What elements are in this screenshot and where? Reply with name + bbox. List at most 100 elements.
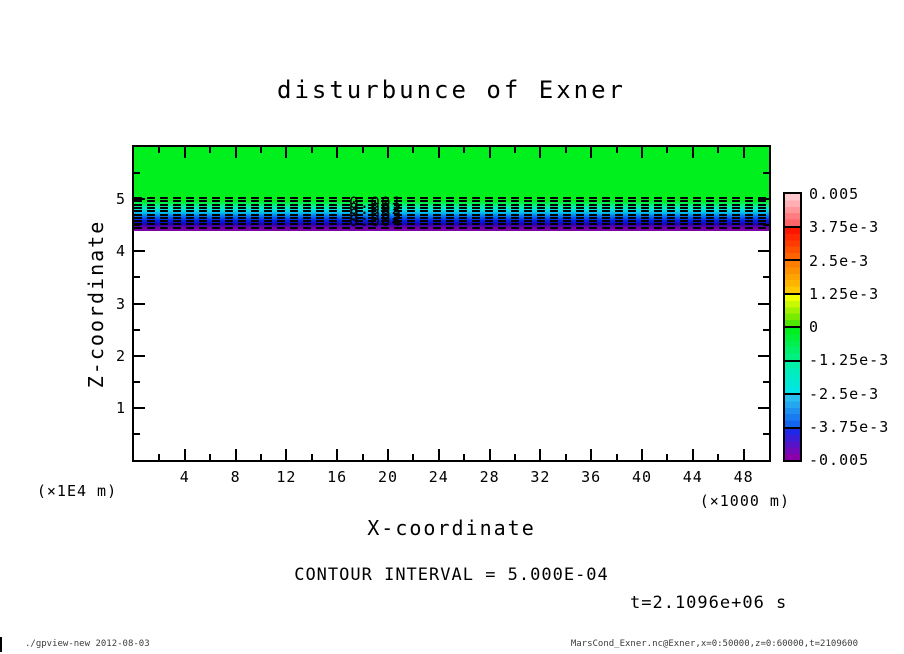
left-axis-tick <box>134 250 145 253</box>
top-axis-tick <box>183 147 186 158</box>
bottom-axis-tick <box>412 454 415 460</box>
top-axis-tick <box>717 147 720 153</box>
x-tick-label: 32 <box>530 468 551 486</box>
top-axis-tick <box>488 147 491 158</box>
bottom-axis-tick <box>285 449 288 460</box>
top-axis-tick <box>641 147 643 158</box>
left-axis-tick <box>134 276 140 279</box>
contour-inline-label: 0.003 <box>349 205 403 224</box>
bottom-axis-tick <box>463 454 466 460</box>
top-axis-tick <box>539 147 542 158</box>
bottom-axis-tick <box>717 454 720 460</box>
colorbar-segment <box>785 326 800 360</box>
bottom-axis-tick <box>336 449 339 460</box>
bottom-axis-tick <box>514 454 516 460</box>
right-axis-tick <box>763 224 769 227</box>
x-tick-label: 24 <box>428 468 449 486</box>
contour-line <box>134 206 769 209</box>
x-tick-label: 4 <box>179 468 190 486</box>
left-axis-tick <box>134 380 140 383</box>
right-axis-tick <box>763 172 769 175</box>
x-tick-label: 16 <box>327 468 348 486</box>
y-tick-label: 3 <box>115 294 126 313</box>
colorbar-segment <box>785 259 800 293</box>
contour-inline-label: 0.002 <box>349 199 403 218</box>
footer-program-stamp: ./gpview-new 2012-08-03 <box>25 639 150 649</box>
bottom-axis-tick <box>234 449 237 460</box>
colorbar <box>783 192 802 462</box>
left-axis-tick <box>134 328 140 331</box>
contour-line <box>134 226 769 229</box>
right-axis-tick <box>763 380 769 383</box>
contour-line <box>134 223 769 226</box>
bottom-axis-tick <box>209 454 212 460</box>
bottom-axis-tick <box>387 449 389 460</box>
x-tick-label: 40 <box>631 468 653 486</box>
left-axis-tick <box>134 172 140 175</box>
top-axis-tick <box>691 147 694 158</box>
colorbar-tick-label: 2.5e-3 <box>809 251 870 270</box>
x-tick-label: 20 <box>377 468 399 486</box>
top-axis-tick <box>666 147 669 153</box>
bottom-axis-tick <box>742 449 745 460</box>
right-axis-tick <box>758 250 769 253</box>
left-axis-tick <box>134 354 145 357</box>
colorbar-segment <box>785 194 800 226</box>
left-axis-tick <box>134 198 145 201</box>
contour-line <box>134 203 769 206</box>
top-axis-tick <box>158 147 161 153</box>
colorbar-tick-label: -3.75e-3 <box>809 417 890 436</box>
left-axis-tick <box>134 406 145 409</box>
top-axis-tick <box>361 147 364 153</box>
bottom-axis-tick <box>666 454 669 460</box>
contour-inline-label: 0.001 <box>349 193 403 212</box>
top-axis-tick <box>387 147 389 158</box>
right-axis-tick <box>758 198 769 201</box>
bottom-axis-tick <box>641 449 643 460</box>
colorbar-tick-label: -1.25e-3 <box>809 351 890 370</box>
contour-line <box>134 213 769 216</box>
colorbar-tick-label: 0.005 <box>809 185 860 203</box>
colorbar-segment <box>785 393 800 427</box>
x-tick-label: 8 <box>230 468 241 486</box>
contour-interval-text: CONTOUR INTERVAL = 5.000E-04 <box>294 565 609 585</box>
right-axis-tick <box>758 406 769 409</box>
colorbar-tick-label: 1.25e-3 <box>809 284 880 303</box>
colorbar-segment <box>785 292 800 326</box>
colorbar-segment <box>785 359 800 393</box>
top-axis-tick <box>742 147 745 158</box>
top-axis-tick <box>260 147 262 153</box>
x-tick-label: 44 <box>682 468 703 486</box>
plot-area: 0.001 0.002 0.003 0.004 <box>132 145 771 462</box>
right-axis-tick <box>763 276 769 279</box>
top-axis-tick <box>514 147 516 153</box>
y-tick-label: 5 <box>115 190 126 209</box>
field-gradient-band <box>134 201 769 231</box>
plot-title: disturbunce of Exner <box>277 76 626 104</box>
contour-line <box>134 197 769 199</box>
top-axis-tick <box>209 147 212 153</box>
x-tick-label: 12 <box>276 468 297 486</box>
x-tick-label: 28 <box>479 468 500 486</box>
colorbar-tick-label: 0 <box>809 318 820 336</box>
right-axis-tick <box>758 302 769 305</box>
y-tick-label: 2 <box>115 346 126 365</box>
bottom-axis-tick <box>615 454 618 460</box>
bottom-axis-tick <box>590 449 593 460</box>
top-axis-tick <box>564 147 567 153</box>
top-axis-tick <box>336 147 339 158</box>
contour-line <box>134 216 769 219</box>
y-tick-label: 4 <box>115 242 126 261</box>
x-tick-label: 36 <box>581 468 602 486</box>
colorbar-segment <box>785 225 800 259</box>
top-axis-tick <box>234 147 237 158</box>
right-axis-tick <box>763 328 769 331</box>
bottom-axis-tick <box>488 449 491 460</box>
time-annotation: t=2.1096e+06 s <box>630 593 788 613</box>
bottom-axis-tick <box>539 449 542 460</box>
bottom-axis-tick <box>183 449 186 460</box>
y-axis-unit: (×1E4 m) <box>36 482 118 500</box>
top-axis-tick <box>310 147 313 153</box>
colorbar-tick-label: -0.005 <box>809 451 870 469</box>
